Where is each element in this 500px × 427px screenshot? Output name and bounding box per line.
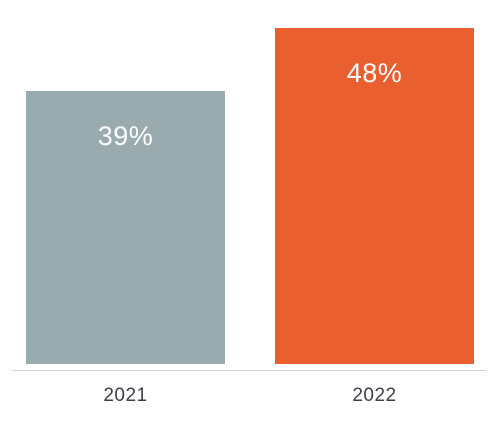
bar-value-labels: 39% 48% — [98, 58, 403, 151]
bar-2021 — [26, 91, 225, 364]
x-tick-label-2021: 2021 — [103, 385, 147, 406]
x-tick-label-2022: 2022 — [352, 385, 396, 406]
x-axis-tick-labels: 2021 2022 — [103, 385, 396, 406]
bars-group — [26, 28, 474, 364]
bar-value-label-2022: 48% — [347, 58, 403, 88]
bar-value-label-2021: 39% — [98, 121, 154, 151]
bar-2022 — [275, 28, 474, 364]
